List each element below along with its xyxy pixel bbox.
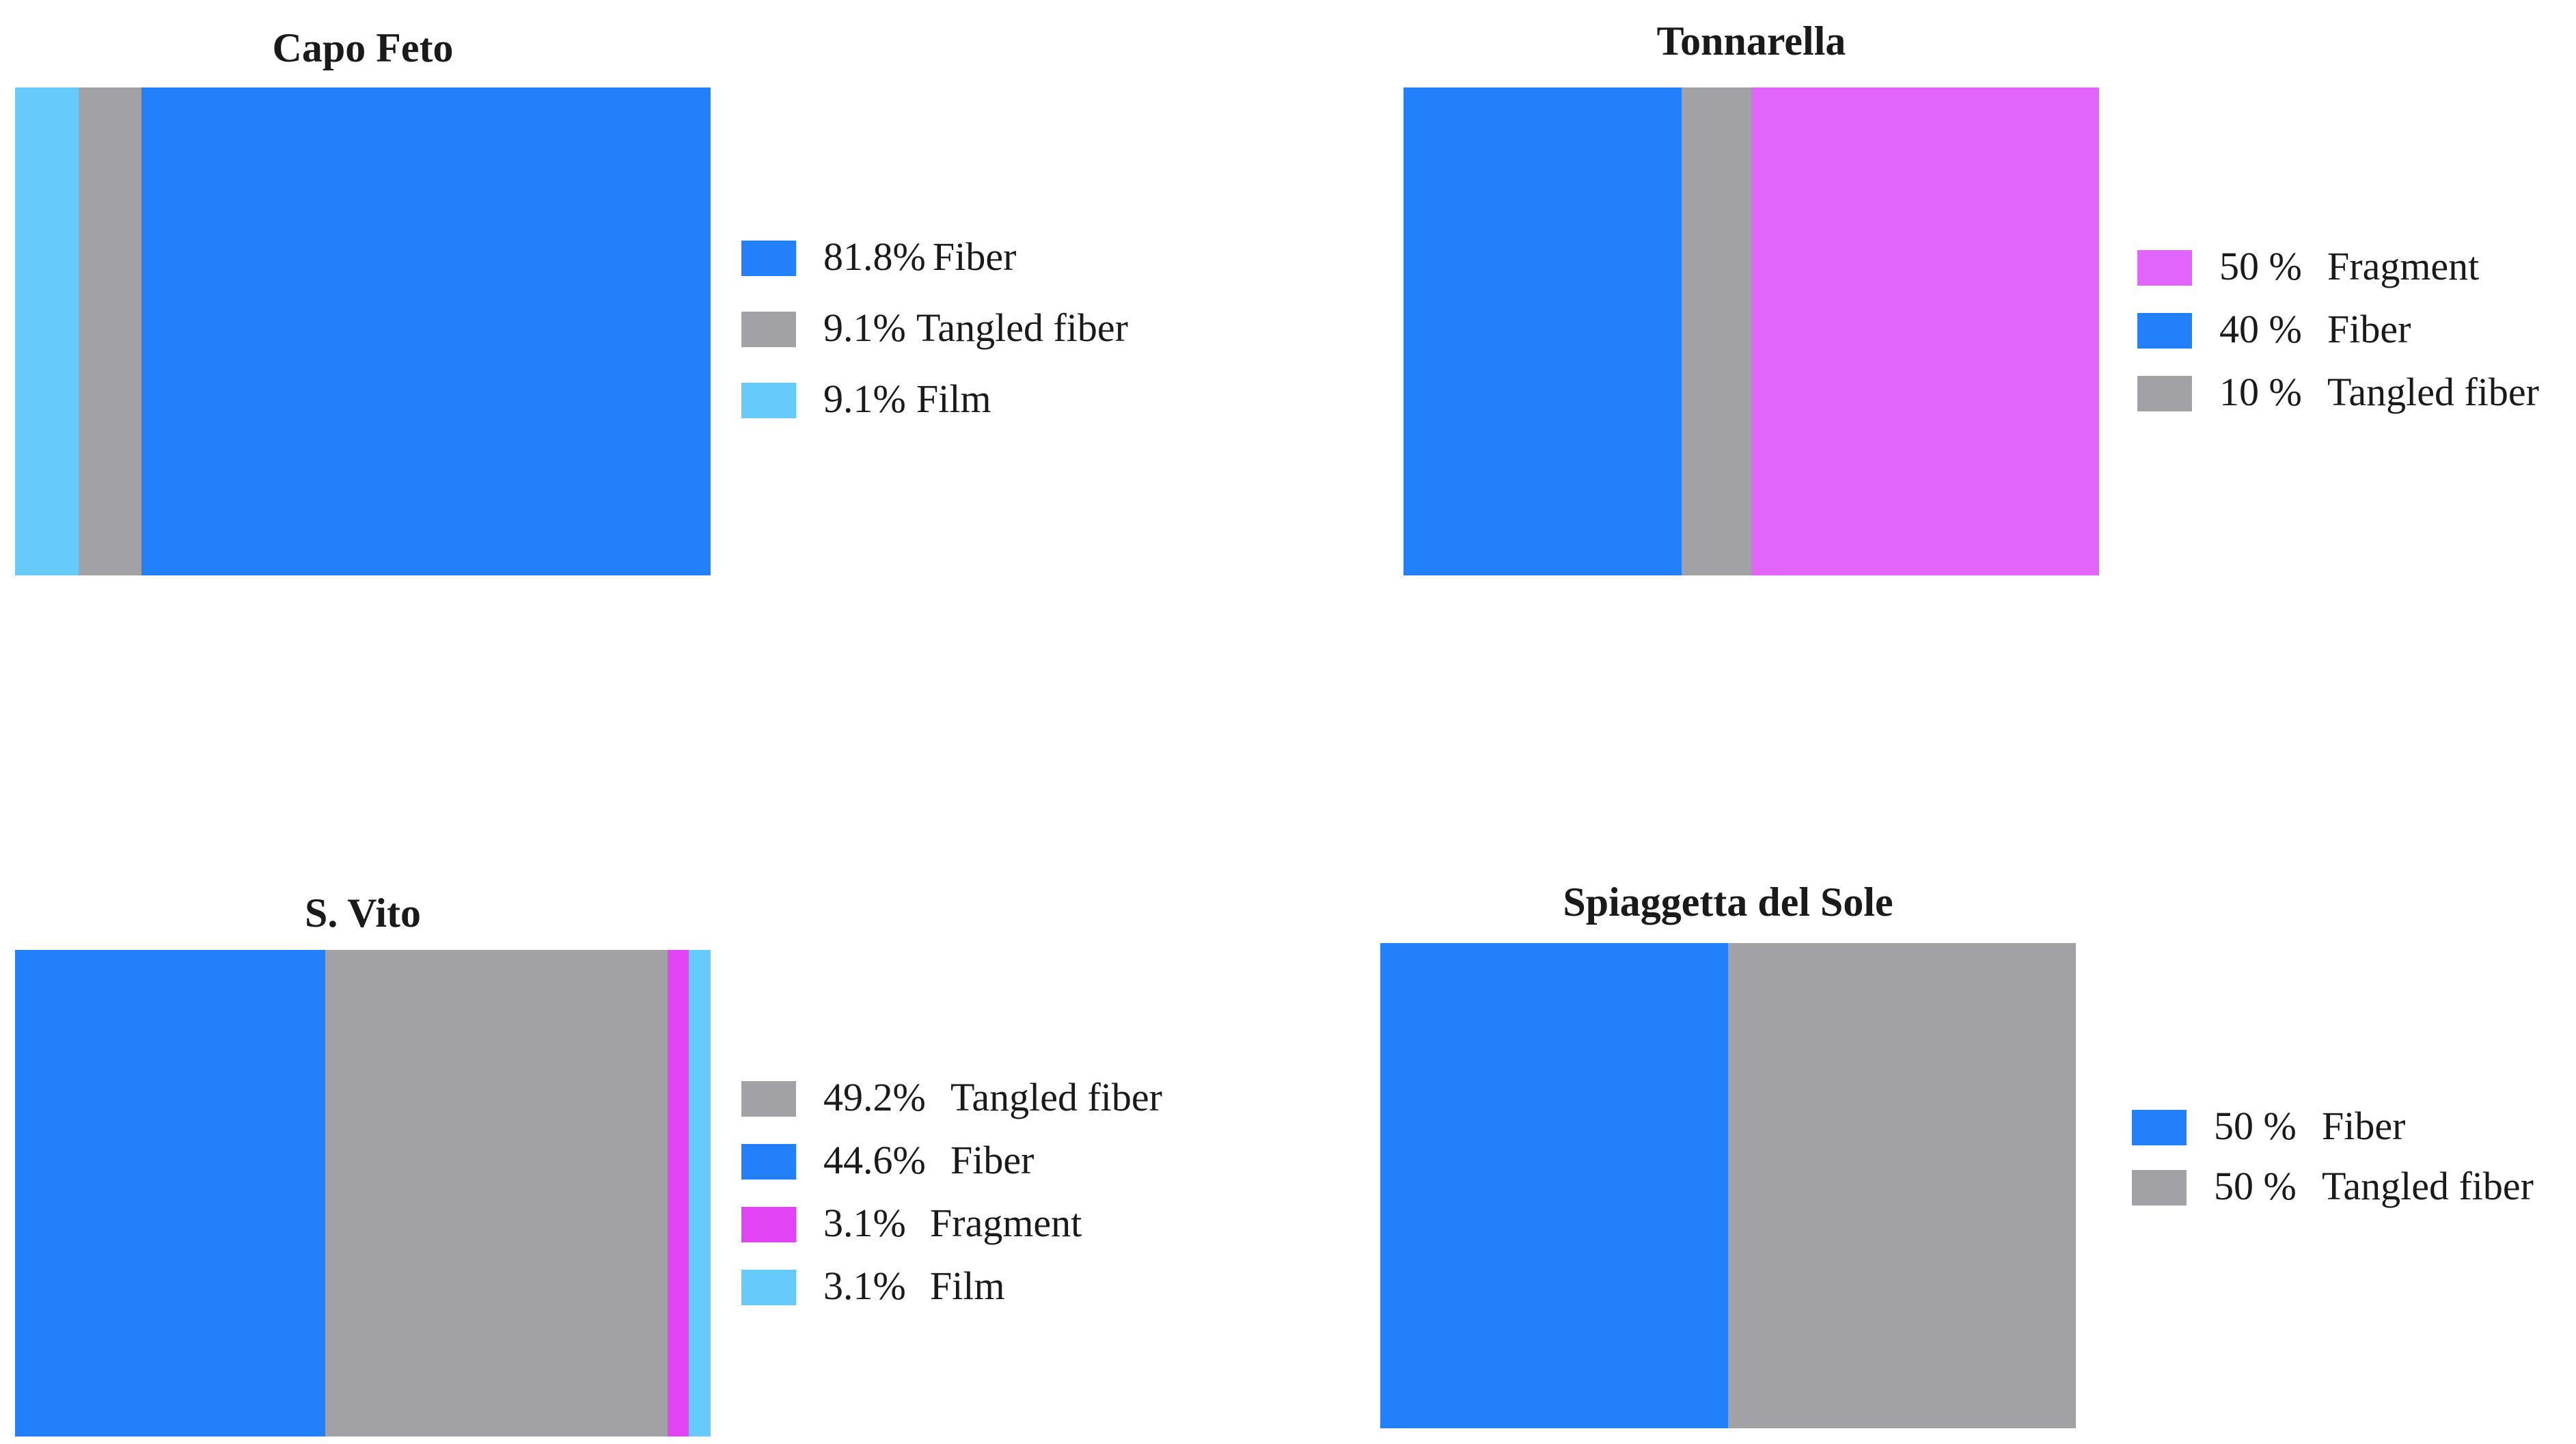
legend-swatch [741, 1270, 796, 1305]
legend-label: Fragment [2327, 244, 2480, 288]
stacked-bar [15, 950, 711, 1436]
chart-title: Tonnarella [1656, 18, 1846, 64]
legend-swatch [2137, 376, 2192, 411]
legend-swatch [741, 1144, 796, 1180]
legend-label: Fiber [950, 1138, 1034, 1182]
legend-swatch [2132, 1110, 2187, 1145]
legend-percent: 44.6% [823, 1138, 926, 1182]
legend-label: Tangled fiber [950, 1075, 1162, 1119]
legend-swatch [741, 241, 796, 276]
chart-title: Capo Feto [272, 25, 454, 70]
legend-swatch [2132, 1170, 2187, 1205]
bar-segment-film [15, 87, 79, 575]
stacked-bar [1403, 87, 2099, 575]
legend-percent: 81.8% [823, 234, 926, 279]
legend-percent: 9.1% [823, 305, 906, 350]
chart-title: Spiaggetta del Sole [1563, 880, 1893, 925]
bar-segment-tangled-fiber [79, 87, 141, 575]
legend-label: Fiber [2327, 307, 2411, 351]
legend-label: Fiber [933, 234, 1017, 279]
stacked-bar [1380, 943, 2076, 1428]
chart-title: S. Vito [304, 890, 422, 936]
bar-segment-fiber [1403, 87, 1682, 575]
legend-label: Film [930, 1264, 1005, 1308]
bar-segment-fragment [668, 950, 689, 1436]
legend-swatch [741, 1207, 796, 1242]
legend-swatch [741, 312, 796, 347]
bar-segment-tangled-fiber [1682, 87, 1751, 575]
legend-swatch [741, 1081, 796, 1117]
legend-label: Tangled fiber [2327, 370, 2539, 414]
legend-percent: 3.1% [823, 1201, 906, 1245]
legend-percent: 50 % [2214, 1104, 2297, 1148]
legend-percent: 9.1% [823, 377, 906, 421]
legend-swatch [2137, 313, 2192, 349]
legend-label: Fragment [930, 1201, 1082, 1245]
bar-segment-tangled-fiber [1728, 943, 2076, 1428]
bar-segment-film [689, 950, 711, 1436]
legend-label: Tangled fiber [916, 305, 1128, 350]
bar-segment-fragment [1751, 87, 2099, 575]
legend-percent: 50 % [2219, 244, 2302, 288]
bar-segment-fiber [141, 87, 711, 575]
legend-percent: 40 % [2219, 307, 2302, 351]
legend-label: Film [916, 377, 991, 421]
legend-label: Fiber [2322, 1104, 2406, 1148]
legend-percent: 10 % [2219, 370, 2302, 414]
legend-swatch [2137, 250, 2192, 286]
legend-percent: 50 % [2214, 1164, 2297, 1208]
legend-swatch [741, 383, 796, 418]
legend-label: Tangled fiber [2322, 1164, 2534, 1208]
stacked-bar [15, 87, 711, 575]
bar-segment-tangled-fiber [325, 950, 668, 1436]
legend-percent: 3.1% [823, 1264, 906, 1308]
legend-percent: 49.2% [823, 1075, 926, 1119]
bar-segment-fiber [15, 950, 325, 1436]
bar-segment-fiber [1380, 943, 1728, 1428]
